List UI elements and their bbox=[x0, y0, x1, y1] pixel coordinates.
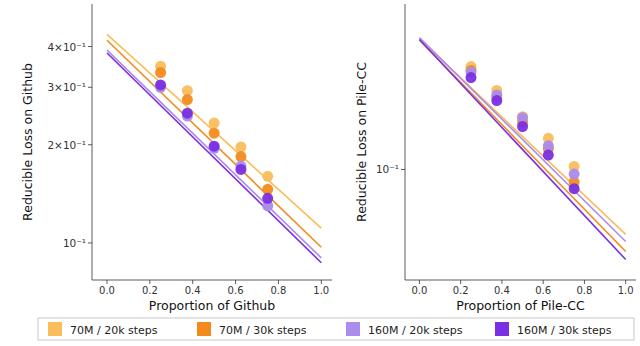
point bbox=[517, 121, 528, 132]
x-tick bbox=[149, 280, 150, 284]
x-tick-label: 0.6 bbox=[228, 285, 244, 296]
x-tick bbox=[460, 280, 461, 284]
y-tick-label: 2×10⁻¹ bbox=[47, 139, 86, 151]
fit-line bbox=[419, 40, 625, 260]
legend-swatch bbox=[346, 322, 360, 336]
x-tick bbox=[543, 280, 544, 284]
x-tick-label: 0.2 bbox=[453, 285, 469, 296]
y-tick-label: 10⁻¹ bbox=[376, 163, 399, 175]
x-tick-label: 0.2 bbox=[142, 285, 158, 296]
point bbox=[543, 150, 554, 161]
point bbox=[182, 108, 193, 119]
x-tick bbox=[501, 280, 502, 284]
y-tick bbox=[88, 87, 92, 88]
x-axis-line bbox=[92, 280, 332, 281]
x-tick bbox=[107, 280, 108, 284]
x-tick bbox=[321, 280, 322, 284]
y-tick bbox=[88, 144, 92, 145]
x-tick-label: 0.4 bbox=[494, 285, 510, 296]
x-tick bbox=[625, 280, 626, 284]
fit-line bbox=[419, 38, 625, 242]
point bbox=[235, 141, 246, 152]
y-tick bbox=[88, 46, 92, 47]
x-tick-label: 0.8 bbox=[270, 285, 286, 296]
point bbox=[491, 95, 502, 106]
point bbox=[466, 72, 477, 83]
figure: 0.0 0.2 0.4 0.6 0.8 1.0 10⁻¹ 2×10⁻¹ 3×10⁻¹ 4×10⁻¹… bbox=[0, 0, 640, 346]
fit-line bbox=[107, 50, 321, 258]
legend: 70M / 20k steps 70M / 30k steps 160M / 20k… bbox=[38, 318, 634, 340]
y-tick-label: 3×10⁻¹ bbox=[47, 81, 86, 93]
point bbox=[235, 164, 246, 175]
legend-label: 70M / 20k steps bbox=[70, 324, 158, 337]
legend-label: 70M / 30k steps bbox=[219, 324, 307, 337]
x-tick-label: 1.0 bbox=[313, 285, 329, 296]
point bbox=[209, 118, 220, 129]
legend-swatch bbox=[48, 322, 62, 336]
y-tick-label: 4×10⁻¹ bbox=[47, 41, 86, 53]
plot-area bbox=[419, 38, 625, 260]
y-tick bbox=[401, 169, 405, 170]
x-tick-label: 0.4 bbox=[185, 285, 201, 296]
legend-swatch bbox=[197, 322, 211, 336]
panel: 0.0 0.2 0.4 0.6 0.8 1.0 10⁻¹ Proportion of Pile… bbox=[354, 4, 636, 313]
point bbox=[155, 79, 166, 90]
point bbox=[262, 171, 273, 182]
x-axis-title: Proportion of Pile-CC bbox=[456, 298, 585, 313]
point bbox=[235, 151, 246, 162]
y-axis-title: Reducible Loss on Pile-CC bbox=[354, 62, 369, 222]
x-axis-title: Proportion of Github bbox=[149, 298, 275, 313]
x-tick bbox=[192, 280, 193, 284]
point bbox=[569, 183, 580, 194]
x-tick-label: 0.8 bbox=[576, 285, 592, 296]
plot-area bbox=[107, 34, 321, 262]
legend-label: 160M / 30k steps bbox=[517, 324, 612, 337]
legend-label: 160M / 20k steps bbox=[368, 324, 463, 337]
x-tick-label: 0.0 bbox=[411, 285, 427, 296]
panel: 0.0 0.2 0.4 0.6 0.8 1.0 10⁻¹ 2×10⁻¹ 3×10⁻¹ 4×10⁻¹… bbox=[20, 4, 332, 313]
point bbox=[155, 67, 166, 78]
x-tick-label: 0.0 bbox=[99, 285, 115, 296]
x-tick-label: 1.0 bbox=[618, 285, 634, 296]
y-axis-line bbox=[92, 4, 93, 280]
y-axis-line bbox=[405, 4, 406, 280]
fit-line bbox=[107, 34, 321, 228]
point bbox=[182, 94, 193, 105]
x-tick bbox=[419, 280, 420, 284]
x-tick-label: 0.6 bbox=[535, 285, 551, 296]
y-tick-label: 10⁻¹ bbox=[63, 237, 86, 249]
point bbox=[209, 141, 220, 152]
x-tick bbox=[278, 280, 279, 284]
x-tick bbox=[235, 280, 236, 284]
fit-line bbox=[107, 40, 321, 247]
x-tick bbox=[584, 280, 585, 284]
y-axis-title: Reducible Loss on Github bbox=[20, 63, 35, 221]
y-tick bbox=[88, 242, 92, 243]
legend-box bbox=[38, 318, 634, 340]
point bbox=[262, 193, 273, 204]
point bbox=[209, 128, 220, 139]
x-axis-line bbox=[405, 280, 636, 281]
fit-line bbox=[107, 53, 321, 263]
legend-swatch bbox=[495, 322, 509, 336]
point bbox=[569, 169, 580, 180]
